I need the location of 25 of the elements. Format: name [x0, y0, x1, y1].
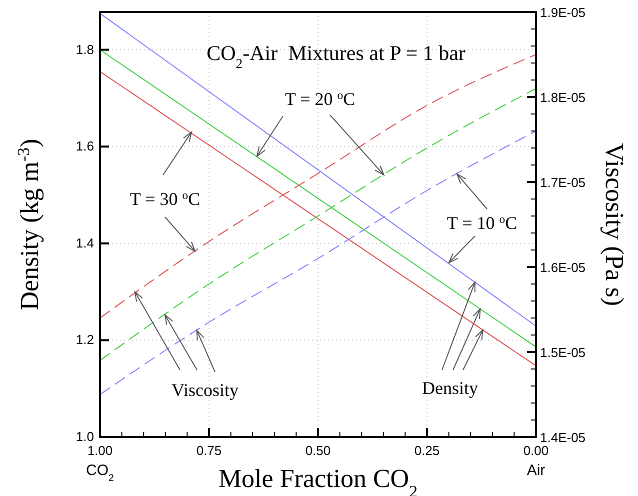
text: CO$_{2}$-Air Mixtures at P = 1 bar: [206, 41, 466, 70]
y2-axis-title: Viscosity (Pa s): [600, 142, 629, 306]
x-tick-label: 0.50: [305, 443, 331, 458]
y-tick-label: 1.6: [76, 138, 94, 154]
text: Air: [526, 462, 546, 479]
x-tick-label: 0.75: [196, 443, 222, 458]
y-tick-label: 1.8: [76, 42, 94, 57]
y-tick-label: 1.4: [76, 235, 94, 250]
y2-tick-label: 1.5E-05: [540, 345, 586, 360]
y2-tick-label: 1.4E-05: [540, 430, 586, 445]
annotation: T = 20 $^{o}$C: [284, 88, 356, 109]
annotation: T = 30 $^{o}$C: [130, 188, 200, 209]
text: CO$_{2}$: [86, 462, 114, 484]
y2-tick-label: 1.8E-05: [540, 90, 586, 105]
x-tick-label: 0.00: [523, 443, 549, 458]
annotation: T = 10 $^{o}$C: [446, 212, 518, 233]
y2-tick-label: 1.6E-05: [540, 260, 586, 275]
x-tick-label: 0.25: [414, 443, 440, 458]
y2-tick-label: 1.9E-05: [540, 5, 586, 20]
x-tick-label: 1.00: [87, 443, 113, 458]
y-tick-label: 1.2: [76, 332, 94, 348]
y2-tick-label: 1.7E-05: [540, 175, 586, 190]
annotation: Viscosity: [172, 380, 238, 400]
y-tick-label: 1.0: [76, 429, 94, 444]
annotation: Density: [422, 378, 478, 398]
